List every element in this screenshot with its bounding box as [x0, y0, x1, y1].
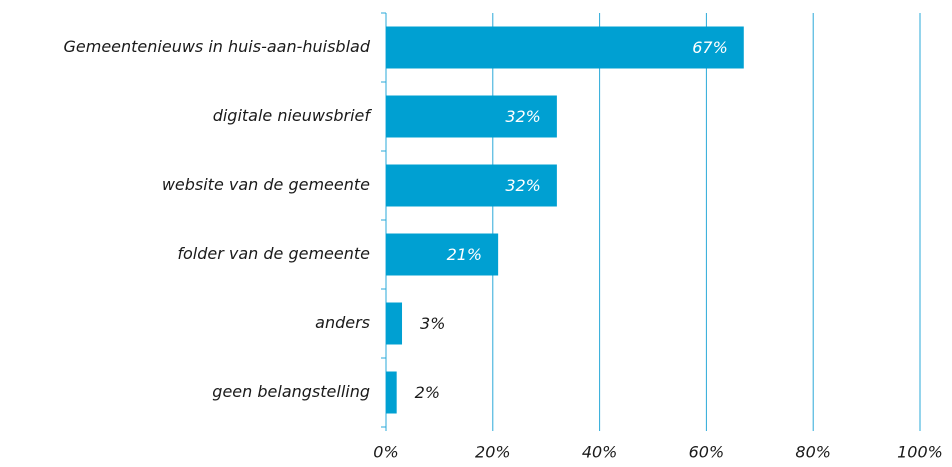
value-label: 3%: [420, 314, 445, 333]
value-label: 32%: [505, 107, 541, 126]
x-tick-label: 60%: [689, 443, 725, 462]
x-tick-label: 40%: [582, 443, 618, 462]
y-tick-label: Gemeentenieuws in huis-aan-huisblad: [63, 37, 370, 56]
bar: [386, 233, 499, 276]
bar: [386, 26, 744, 69]
y-tick-label: digitale nieuwsbrief: [213, 106, 373, 125]
value-label: 2%: [415, 383, 440, 402]
bar: [386, 95, 557, 138]
x-tick-label: 0%: [373, 443, 398, 462]
value-label: 32%: [505, 176, 541, 195]
y-tick-label: geen belangstelling: [212, 382, 370, 401]
x-tick-label: 80%: [795, 443, 831, 462]
bar: [386, 164, 557, 207]
x-tick-label: 100%: [897, 443, 943, 462]
value-label: 21%: [447, 245, 483, 264]
y-tick-label: website van de gemeente: [162, 175, 370, 194]
value-label: 67%: [692, 38, 728, 57]
y-tick-label: folder van de gemeente: [177, 244, 370, 263]
x-tick-label: 20%: [475, 443, 511, 462]
bar: [386, 302, 403, 345]
bar: [386, 371, 397, 414]
y-tick-label: anders: [315, 313, 370, 332]
